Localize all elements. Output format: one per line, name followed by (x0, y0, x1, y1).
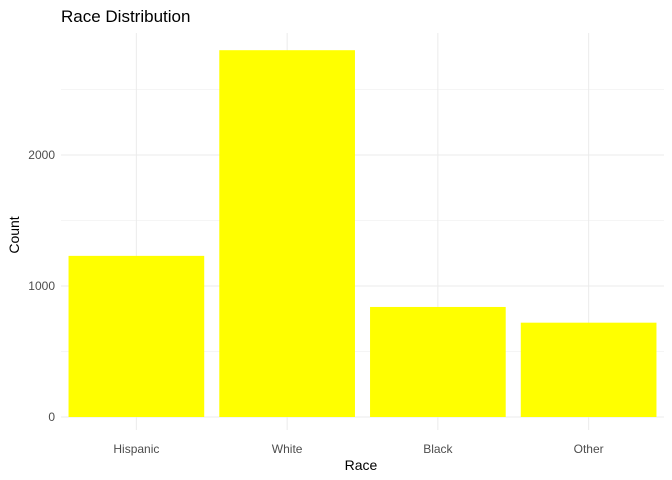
y-axis-title: Count (6, 216, 22, 253)
bar-white (219, 50, 355, 417)
bar-hispanic (68, 255, 205, 417)
x-tick-label: Hispanic (113, 442, 159, 456)
x-tick-label: Black (423, 442, 453, 456)
y-tick-label: 0 (48, 410, 55, 424)
y-tick-label: 1000 (28, 279, 55, 293)
x-axis-ticks: Hispanic White Black Other (113, 442, 603, 456)
x-axis-title: Race (345, 457, 378, 473)
bar-black (370, 306, 506, 417)
y-axis-ticks: 0 1000 2000 (28, 148, 55, 424)
chart-title: Race Distribution (61, 7, 190, 26)
x-tick-label: Other (574, 442, 604, 456)
y-tick-label: 2000 (28, 148, 55, 162)
x-tick-label: White (272, 442, 303, 456)
bars (68, 50, 657, 417)
bar-other (520, 322, 657, 417)
